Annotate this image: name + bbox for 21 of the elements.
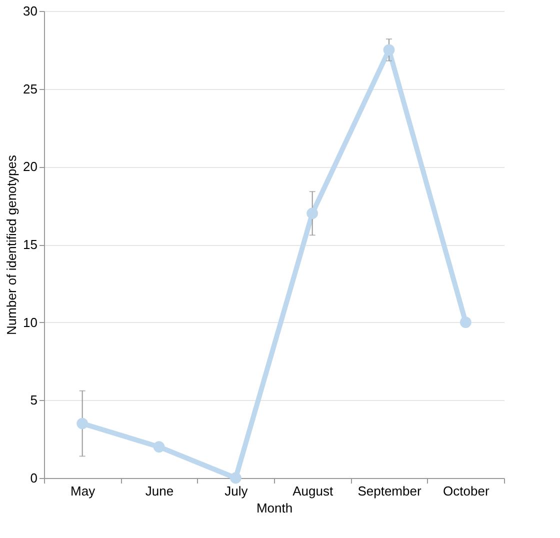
y-tick-label: 25 [23, 81, 38, 96]
point [460, 316, 472, 328]
point [306, 208, 318, 220]
y-tick-label: 20 [23, 159, 38, 174]
x-tick-label: May [70, 484, 96, 498]
y-tick-label: 15 [23, 237, 38, 252]
x-tick-label: September [358, 484, 422, 498]
point [383, 44, 395, 56]
point [153, 441, 165, 453]
point [76, 418, 88, 430]
y-tick-label: 10 [23, 314, 38, 330]
y-tick-label: 30 [23, 4, 38, 18]
x-tick-label: June [145, 484, 174, 498]
x-tick-label: July [224, 484, 248, 498]
x-tick-label: October [443, 484, 490, 498]
y-tick-label: 0 [30, 470, 38, 486]
x-tick-label: August [292, 484, 334, 498]
x-axis-title: Month [256, 500, 293, 516]
point [230, 472, 242, 484]
y-axis-title: Number of identified genotypes [4, 154, 20, 335]
y-tick-label: 5 [30, 392, 38, 408]
